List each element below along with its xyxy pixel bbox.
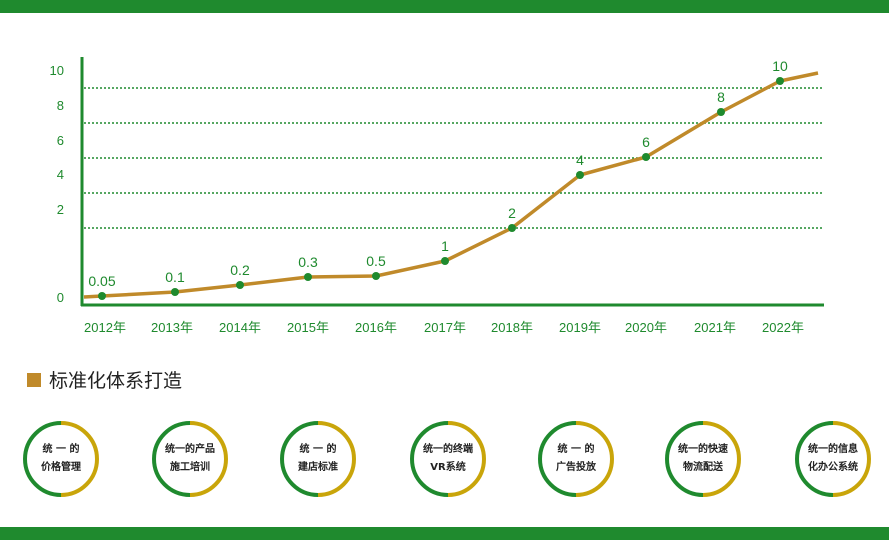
- data-label: 8: [717, 89, 725, 105]
- y-tick-label: 6: [57, 133, 64, 148]
- data-label: 2: [508, 205, 516, 221]
- x-tick-label: 2020年: [625, 320, 667, 335]
- circle-line-2: 广告投放: [556, 462, 596, 473]
- circle-line-1: 统 一 的: [42, 444, 80, 455]
- data-point: [171, 288, 179, 296]
- data-point: [717, 108, 725, 116]
- y-tick-label: 10: [50, 63, 64, 78]
- circle-line-2: 价格管理: [41, 462, 81, 473]
- ring-icon: [410, 421, 486, 497]
- growth-line-chart: 0 2 4 6 8 10 2012年 2013年 2014年 2015年 2016年 2017年 201…: [50, 57, 824, 335]
- bottom-banner-bar: [0, 527, 889, 540]
- x-tick-label: 2012年: [84, 320, 126, 335]
- x-tick-label: 2017年: [424, 320, 466, 335]
- circle-line-2: VR系统: [430, 462, 466, 473]
- x-tick-label: 2018年: [491, 320, 533, 335]
- circle-line-2: 建店标准: [298, 462, 338, 473]
- x-tick-label: 2022年: [762, 320, 804, 335]
- y-tick-label: 2: [57, 202, 64, 217]
- data-label: 0.3: [298, 254, 318, 270]
- data-point: [508, 224, 516, 232]
- ring-icon: [538, 421, 614, 497]
- circle-line-1: 统一的终端: [423, 444, 473, 455]
- y-tick-label: 8: [57, 98, 64, 113]
- ring-icon: [23, 421, 99, 497]
- heading-square-icon: [27, 372, 41, 387]
- circle-line-1: 统一的快速: [678, 444, 728, 455]
- circle-line-2: 化办公系统: [808, 462, 858, 473]
- circle-line-1: 统 一 的: [299, 444, 337, 455]
- y-tick-label: 0: [57, 290, 64, 305]
- feature-circle: 统 一 的建店标准: [279, 420, 357, 498]
- section-heading: 标准化体系打造: [27, 366, 182, 393]
- data-point: [642, 153, 650, 161]
- x-tick-label: 2016年: [355, 320, 397, 335]
- ring-icon: [152, 421, 228, 497]
- data-point: [441, 257, 449, 265]
- feature-circle: 统 一 的价格管理: [22, 420, 100, 498]
- data-label: 10: [772, 58, 788, 74]
- feature-circle: 统一的产品 施工培训: [151, 420, 229, 498]
- ring-icon: [665, 421, 741, 497]
- circle-line-2: 物流配送: [683, 462, 723, 473]
- section-title: 标准化体系打造: [49, 370, 183, 392]
- x-tick-label: 2013年: [151, 320, 193, 335]
- circle-line-2: 施工培训: [170, 462, 210, 473]
- data-point: [236, 281, 244, 289]
- circle-line-1: 统一的产品: [165, 444, 215, 455]
- x-tick-label: 2019年: [559, 320, 601, 335]
- feature-circle: 统一的快速 物流配送: [664, 420, 742, 498]
- x-tick-label: 2014年: [219, 320, 261, 335]
- feature-circle: 统一的信息化办公系统: [794, 420, 872, 498]
- data-label: 0.5: [366, 253, 386, 269]
- circle-line-1: 统 一 的: [557, 444, 595, 455]
- x-tick-label: 2015年: [287, 320, 329, 335]
- data-label: 6: [642, 134, 650, 150]
- feature-circle: 统一的终端 VR系统: [409, 420, 487, 498]
- data-point: [576, 171, 584, 179]
- ring-icon: [280, 421, 356, 497]
- circle-line-1: 统一的信息: [808, 444, 858, 455]
- data-point: [98, 292, 106, 300]
- data-label: 0.1: [165, 269, 185, 285]
- data-point: [304, 273, 312, 281]
- y-tick-label: 4: [57, 167, 64, 182]
- data-point: [372, 272, 380, 280]
- data-label: 0.2: [230, 262, 250, 278]
- data-point: [776, 77, 784, 85]
- data-label: 1: [441, 238, 449, 254]
- ring-icon: [795, 421, 871, 497]
- x-tick-label: 2021年: [694, 320, 736, 335]
- feature-circle: 统 一 的广告投放: [537, 420, 615, 498]
- series-line: [83, 71, 819, 299]
- data-label: 4: [576, 152, 584, 168]
- data-label: 0.05: [88, 273, 115, 289]
- top-banner-bar: [0, 0, 889, 13]
